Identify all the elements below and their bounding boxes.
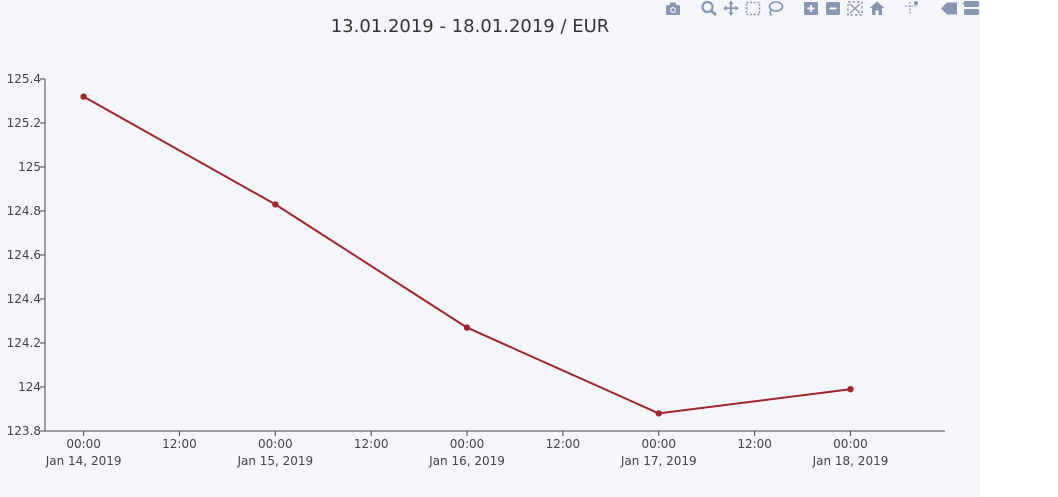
hover-compare-icon[interactable]: [962, 0, 980, 16]
x-tick-label: 12:00: [737, 437, 772, 451]
x-tick-date-label: Jan 16, 2019: [428, 454, 505, 468]
data-point[interactable]: [463, 324, 471, 331]
modebar: [660, 0, 980, 17]
y-tick-label: 125.2: [7, 116, 41, 130]
data-point[interactable]: [655, 410, 662, 417]
y-tick-label: 124: [18, 380, 41, 394]
y-tick-label: 125.4: [7, 72, 41, 86]
zoom-in-icon[interactable]: [802, 0, 820, 16]
data-point[interactable]: [847, 386, 854, 393]
lasso-select-icon[interactable]: [766, 0, 784, 17]
x-tick-date-label: Jan 15, 2019: [236, 454, 313, 468]
zoom-icon[interactable]: [700, 0, 718, 17]
y-tick-label: 125: [18, 160, 41, 174]
y-tick-label: 124.4: [7, 292, 41, 306]
y-tick-label: 124.6: [7, 248, 41, 262]
y-tick-label: 124.8: [7, 204, 41, 218]
plot-area: [0, 0, 980, 497]
box-select-icon[interactable]: [744, 0, 762, 16]
zoom-out-icon[interactable]: [824, 0, 842, 16]
pan-icon[interactable]: [722, 0, 740, 16]
series-line: [83, 95, 851, 415]
x-tick-label: 00:00: [833, 437, 868, 451]
x-tick-label: 12:00: [354, 437, 389, 451]
hover-closest-icon[interactable]: [940, 0, 958, 16]
x-tick-label: 00:00: [450, 437, 485, 451]
x-tick-date-label: Jan 14, 2019: [45, 454, 122, 468]
autoscale-icon[interactable]: [846, 0, 864, 16]
data-point[interactable]: [272, 201, 279, 208]
data-point[interactable]: [80, 93, 87, 100]
x-tick-label: 00:00: [66, 437, 101, 451]
x-tick-date-label: Jan 17, 2019: [620, 454, 697, 468]
x-tick-label: 00:00: [641, 437, 676, 451]
reset-axes-icon[interactable]: [868, 0, 886, 16]
spike-lines-icon[interactable]: [904, 0, 922, 16]
y-tick-label: 124.2: [7, 336, 41, 350]
x-tick-date-label: Jan 18, 2019: [812, 454, 889, 468]
x-tick-label: 12:00: [162, 437, 197, 451]
y-tick-label: 123.8: [7, 424, 41, 438]
x-tick-label: 00:00: [258, 437, 293, 451]
chart-title: 13.01.2019 - 18.01.2019 / EUR: [330, 16, 610, 37]
line-chart[interactable]: 123.8 124 124.2 124.4 124.6 124.8 125 125.2 125.…: [0, 0, 980, 497]
camera-icon[interactable]: [664, 0, 682, 16]
x-tick-label: 12:00: [546, 437, 581, 451]
